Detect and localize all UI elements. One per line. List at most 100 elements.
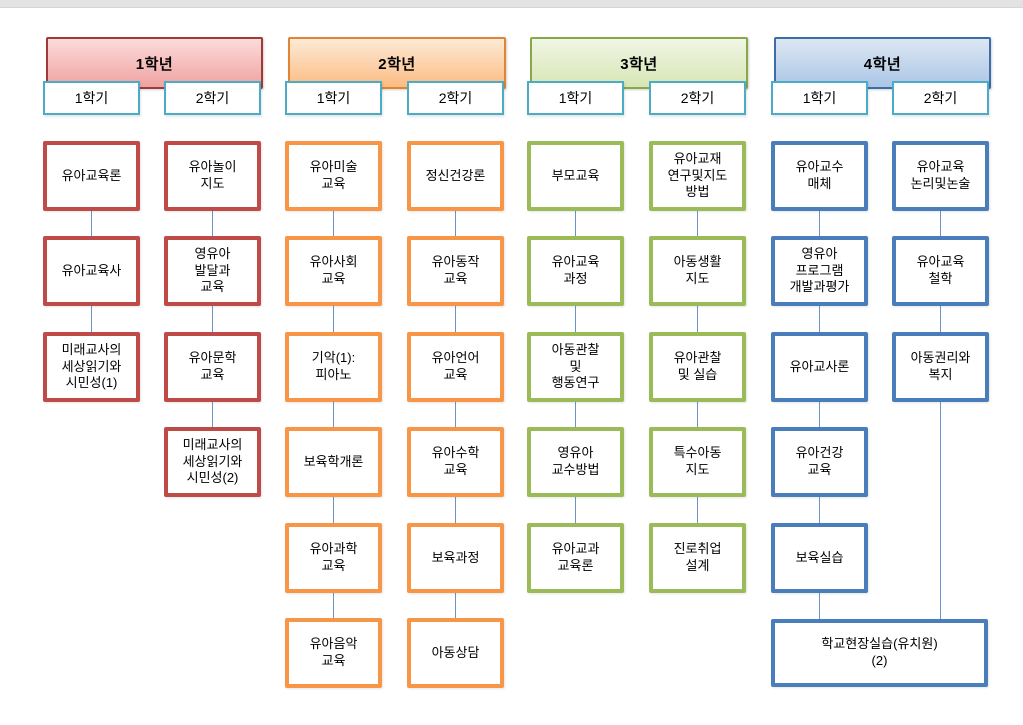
year-header: 1학년 (46, 37, 263, 89)
connector-line (212, 306, 213, 332)
course-title-line: 유아문학 (188, 350, 237, 366)
semester-label: 1학기 (558, 90, 593, 106)
semester-label: 2학기 (195, 90, 230, 106)
course-title-line: 유아교과 (551, 541, 600, 557)
connector-line (333, 211, 334, 236)
course-title-line: 유아과학 (309, 541, 358, 557)
course-title-line: 아동상담 (431, 644, 480, 660)
semester-label: 2학기 (923, 90, 958, 106)
course-title-line: 교육 (443, 367, 468, 382)
course-title-line: 보육실습 (795, 549, 844, 565)
course-box: 기악(1): 피아노 (285, 332, 382, 402)
course-title-line: 연구및지도 (667, 167, 728, 183)
course-title-line: 유아미술 (309, 159, 358, 175)
semester-label: 1학기 (802, 90, 837, 106)
connector-line (819, 497, 820, 523)
course-title-line: 보육과정 (431, 549, 480, 565)
connector-line (940, 211, 941, 236)
semester-label: 2학기 (680, 90, 715, 106)
course-box: 미래교사의 세상읽기와 시민성(2) (164, 427, 261, 497)
course-title-line: 교육 (200, 279, 225, 295)
course-box: 유아교사론 (771, 332, 868, 402)
course-title-line: 아동권리와 (910, 350, 971, 366)
course-box: 영유아 발달과 교육 (164, 236, 261, 306)
connector-line (455, 211, 456, 236)
course-title-line: 교육 (321, 176, 346, 191)
connector-line (333, 497, 334, 523)
course-title-line: 유아관찰 (673, 350, 722, 366)
connector-line (455, 402, 456, 427)
semester-tab: 1학기 (527, 81, 624, 115)
course-title-line: 복지 (928, 367, 953, 382)
semester-tab: 1학기 (771, 81, 868, 115)
course-title-line: 시민성(1) (65, 375, 118, 391)
semester-tab: 2학기 (407, 81, 504, 115)
course-title-line: 세상읽기와 (182, 453, 243, 469)
course-title-line: 유아교육 (916, 159, 965, 175)
course-title-line: 행동연구 (551, 375, 600, 391)
course-title-line: 유아교재 (673, 151, 722, 167)
course-title-line: 교육 (200, 367, 225, 382)
course-title-line: 유아놀이 (188, 159, 237, 175)
course-box: 아동관찰 및 행동연구 (527, 332, 624, 402)
shared-course-box: 학교현장실습(유치원) (2) (771, 619, 988, 687)
course-box: 유아건강 교육 (771, 427, 868, 497)
course-title-line: 유아사회 (309, 254, 358, 270)
year-header: 4학년 (774, 37, 991, 89)
course-box: 정신건강론 (407, 141, 504, 211)
connector-line (455, 593, 456, 618)
connector-line (212, 402, 213, 427)
year-label: 1학년 (135, 55, 174, 73)
course-title-line: 논리및논술 (910, 176, 971, 191)
course-box: 유아교육 과정 (527, 236, 624, 306)
connector-line (940, 402, 941, 619)
connector-line (697, 402, 698, 427)
connector-line (333, 593, 334, 618)
course-box: 유아교재 연구및지도 방법 (649, 141, 746, 211)
course-box: 부모교육 (527, 141, 624, 211)
course-title-line: 발달과 (194, 262, 231, 278)
course-title-line: 피아노 (315, 367, 352, 382)
course-box: 유아놀이 지도 (164, 141, 261, 211)
course-title-line: 교육 (321, 558, 346, 573)
course-box: 유아동작 교육 (407, 236, 504, 306)
course-title-line: 영유아 (801, 246, 838, 262)
connector-line (819, 306, 820, 332)
connector-line (819, 211, 820, 236)
course-title-line: 방법 (685, 184, 710, 200)
semester-label: 1학기 (74, 90, 109, 106)
course-box: 영유아 프로그램 개발과평가 (771, 236, 868, 306)
course-box: 유아미술 교육 (285, 141, 382, 211)
course-title-line: 아동생활 (673, 254, 722, 270)
connector-line (455, 306, 456, 332)
course-box: 아동권리와 복지 (892, 332, 989, 402)
course-title-line: 아동관찰 (551, 342, 600, 358)
connector-line (212, 211, 213, 236)
course-title-line: 지도 (685, 271, 710, 286)
course-title-line: 개발과평가 (789, 279, 850, 295)
course-title-line: 세상읽기와 (61, 358, 122, 374)
course-title-line: 철학 (928, 271, 953, 286)
course-title-line: 보육학개론 (303, 453, 364, 469)
course-box: 보육실습 (771, 523, 868, 593)
course-box: 유아사회 교육 (285, 236, 382, 306)
course-title-line: 기악(1): (311, 350, 356, 366)
course-title-line: 부모교육 (551, 167, 600, 183)
semester-tab: 2학기 (892, 81, 989, 115)
course-box: 유아과학 교육 (285, 523, 382, 593)
semester-tab: 2학기 (649, 81, 746, 115)
course-title-line: 유아교수 (795, 159, 844, 175)
semester-tab: 1학기 (285, 81, 382, 115)
course-title-line: 유아건강 (795, 445, 844, 461)
course-box: 진로취업 설계 (649, 523, 746, 593)
course-title-line: 영유아 (557, 445, 594, 461)
connector-line (575, 211, 576, 236)
year-label: 2학년 (378, 55, 416, 73)
course-box: 유아교육론 (43, 141, 140, 211)
course-title-line: 교육론 (557, 558, 594, 573)
course-title-line: 유아동작 (431, 254, 480, 270)
course-box: 아동상담 (407, 618, 504, 688)
course-title-line: 교육 (807, 462, 832, 477)
connector-line (940, 306, 941, 332)
semester-tab: 1학기 (43, 81, 140, 115)
